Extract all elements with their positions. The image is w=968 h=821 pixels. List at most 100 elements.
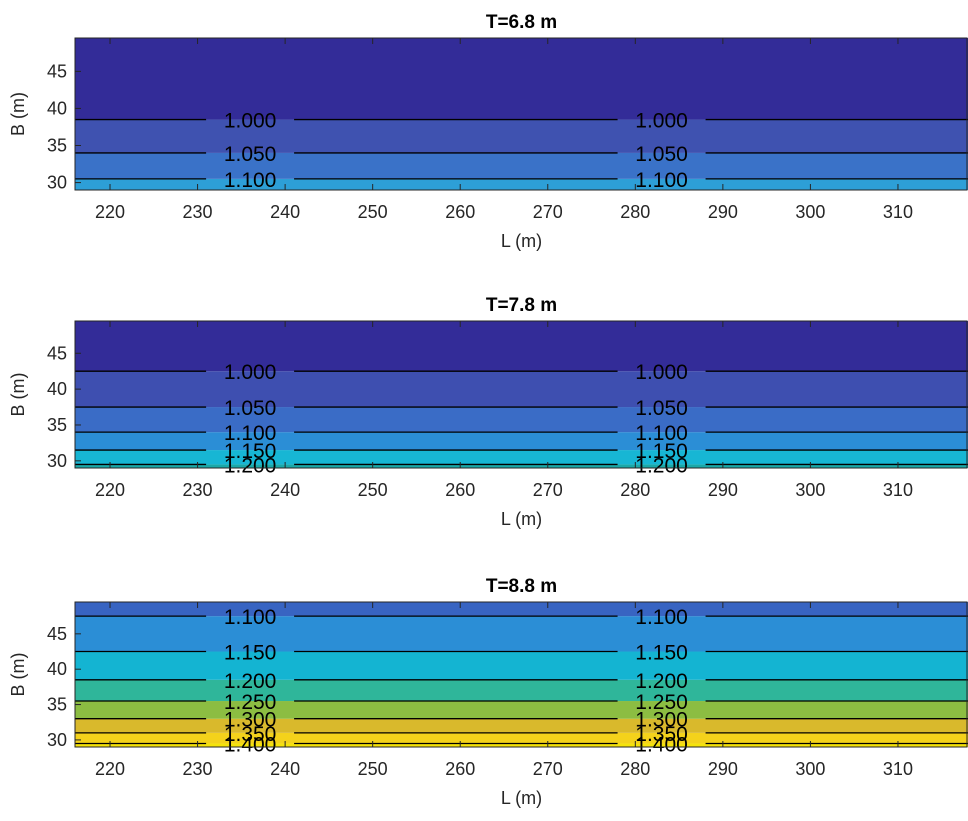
contour-band bbox=[75, 701, 968, 719]
contour-label: 1.200 bbox=[635, 670, 688, 693]
contour-label: 1.300 bbox=[224, 709, 277, 732]
contour-label: 1.000 bbox=[224, 361, 277, 384]
x-tick-label: 280 bbox=[620, 759, 650, 779]
contour-label: 1.050 bbox=[224, 143, 277, 166]
contour-label: 1.200 bbox=[224, 670, 277, 693]
x-tick-label: 240 bbox=[270, 202, 300, 222]
x-tick-label: 220 bbox=[95, 480, 125, 500]
contour-band bbox=[75, 651, 968, 680]
contour-band bbox=[75, 743, 968, 747]
panel-1: 1.000 1.000 1.050 1.050 1.100 1.100 220 230 240 2… bbox=[8, 12, 968, 251]
contour-label: 1.000 bbox=[635, 361, 688, 384]
y-tick-label: 30 bbox=[47, 730, 67, 750]
y-tick-label: 40 bbox=[47, 659, 67, 679]
x-tick-label: 280 bbox=[620, 202, 650, 222]
x-tick-label: 290 bbox=[708, 202, 738, 222]
x-tick-label: 240 bbox=[270, 759, 300, 779]
y-axis-label: B (m) bbox=[8, 373, 28, 417]
x-tick-label: 300 bbox=[795, 480, 825, 500]
y-tick-label: 30 bbox=[47, 173, 67, 193]
x-tick-label: 230 bbox=[183, 759, 213, 779]
x-tick-label: 230 bbox=[183, 202, 213, 222]
x-tick-label: 240 bbox=[270, 480, 300, 500]
x-tick-label: 290 bbox=[708, 759, 738, 779]
contour-band bbox=[75, 119, 968, 153]
contour-label: 1.150 bbox=[224, 440, 277, 463]
contour-label: 1.300 bbox=[635, 709, 688, 732]
axes-box bbox=[74, 601, 968, 748]
contour-band bbox=[75, 38, 968, 120]
y-tick-label: 35 bbox=[47, 136, 67, 156]
x-axis-label: L (m) bbox=[501, 231, 542, 251]
x-tick-label: 300 bbox=[795, 202, 825, 222]
y-tick-label: 45 bbox=[47, 61, 67, 81]
y-tick-label: 45 bbox=[47, 624, 67, 644]
contour-label: 1.100 bbox=[635, 169, 688, 192]
x-tick-label: 260 bbox=[445, 480, 475, 500]
x-tick-label: 250 bbox=[358, 759, 388, 779]
x-tick-label: 300 bbox=[795, 759, 825, 779]
x-tick-label: 220 bbox=[95, 202, 125, 222]
contour-band bbox=[75, 718, 968, 733]
contour-label: 1.350 bbox=[635, 723, 688, 746]
x-tick-label: 270 bbox=[533, 759, 563, 779]
contour-label: 1.250 bbox=[224, 691, 277, 714]
panel-title: T=6.8 m bbox=[486, 12, 557, 33]
contour-band bbox=[75, 732, 968, 744]
x-axis-label: L (m) bbox=[501, 788, 542, 808]
contour-label: 1.400 bbox=[635, 733, 688, 756]
y-tick-label: 35 bbox=[47, 695, 67, 715]
contour-label: 1.000 bbox=[635, 110, 688, 133]
x-tick-label: 290 bbox=[708, 480, 738, 500]
contour-band bbox=[75, 679, 968, 702]
y-axis-label: B (m) bbox=[8, 92, 28, 136]
contour-band bbox=[75, 464, 968, 468]
x-tick-label: 250 bbox=[358, 480, 388, 500]
y-tick-label: 30 bbox=[47, 451, 67, 471]
contour-label: 1.050 bbox=[635, 143, 688, 166]
x-tick-label: 270 bbox=[533, 480, 563, 500]
panel-title: T=7.8 m bbox=[486, 295, 557, 316]
x-tick-label: 230 bbox=[183, 480, 213, 500]
contour-band bbox=[75, 371, 968, 408]
contour-band bbox=[75, 407, 968, 433]
contour-label: 1.200 bbox=[635, 454, 688, 477]
contour-label: 1.200 bbox=[224, 454, 277, 477]
contour-label: 1.000 bbox=[224, 110, 277, 133]
axes-box bbox=[74, 37, 968, 191]
y-tick-label: 40 bbox=[47, 379, 67, 399]
contour-label: 1.050 bbox=[224, 397, 277, 420]
contour-label: 1.100 bbox=[224, 606, 277, 629]
contour-label: 1.350 bbox=[224, 723, 277, 746]
contour-label: 1.100 bbox=[224, 422, 277, 445]
x-tick-label: 260 bbox=[445, 202, 475, 222]
contour-band bbox=[75, 152, 968, 179]
y-tick-label: 35 bbox=[47, 415, 67, 435]
x-axis-label: L (m) bbox=[501, 509, 542, 529]
panel-title: T=8.8 m bbox=[486, 576, 557, 597]
contour-band bbox=[75, 321, 968, 372]
contour-band bbox=[75, 602, 968, 617]
x-tick-label: 220 bbox=[95, 759, 125, 779]
x-tick-label: 250 bbox=[358, 202, 388, 222]
contour-label: 1.100 bbox=[224, 169, 277, 192]
x-tick-label: 280 bbox=[620, 480, 650, 500]
x-tick-label: 270 bbox=[533, 202, 563, 222]
contour-label: 1.400 bbox=[224, 733, 277, 756]
contour-label: 1.150 bbox=[224, 642, 277, 665]
contour-label: 1.050 bbox=[635, 397, 688, 420]
contour-label: 1.100 bbox=[635, 606, 688, 629]
y-tick-label: 40 bbox=[47, 98, 67, 118]
x-tick-label: 310 bbox=[883, 202, 913, 222]
axes-box bbox=[74, 320, 968, 469]
contour-label: 1.250 bbox=[635, 691, 688, 714]
contour-label: 1.150 bbox=[635, 440, 688, 463]
x-tick-label: 310 bbox=[883, 480, 913, 500]
y-axis-label: B (m) bbox=[8, 653, 28, 697]
x-tick-label: 310 bbox=[883, 759, 913, 779]
contour-label: 1.100 bbox=[635, 422, 688, 445]
contour-band bbox=[75, 178, 968, 190]
